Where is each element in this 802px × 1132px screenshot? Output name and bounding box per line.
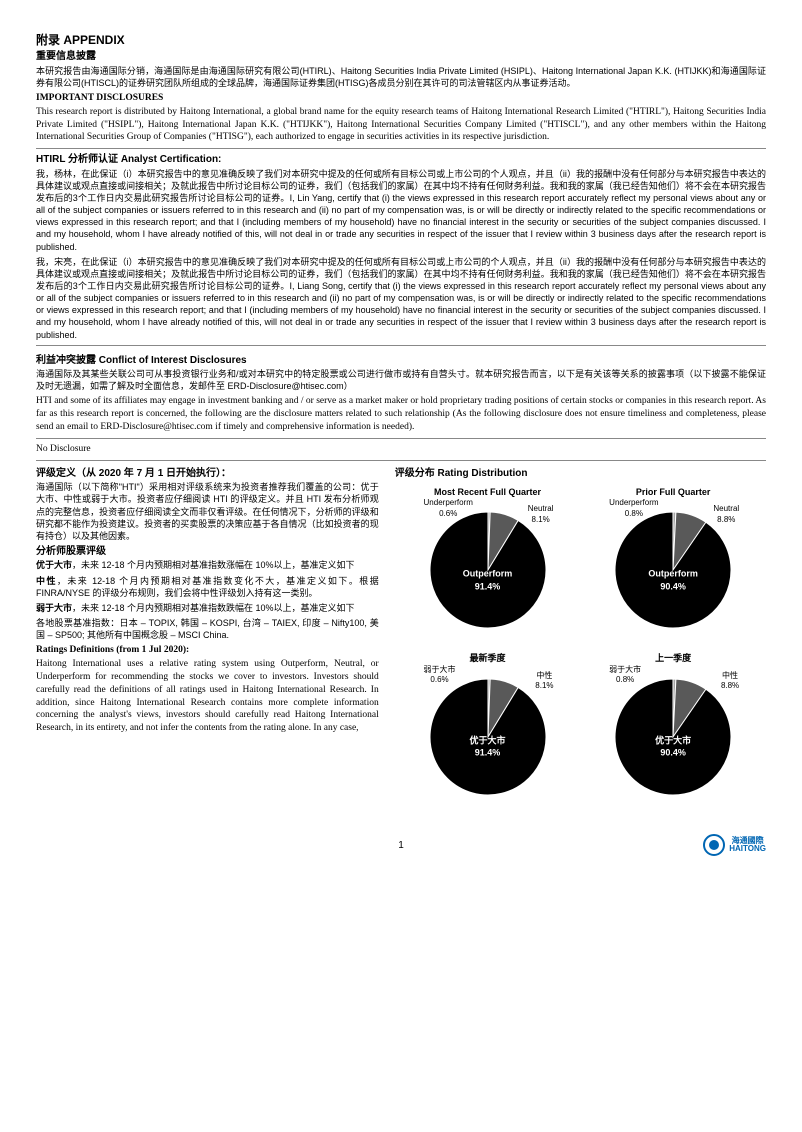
important-disclosures-title: IMPORTANT DISCLOSURES bbox=[36, 92, 766, 105]
benchmark-def: 各地股票基准指数：日本 – TOPIX, 韩国 – KOSPI, 台湾 – TA… bbox=[36, 617, 379, 641]
logo-icon bbox=[703, 834, 725, 856]
ratings-cn-title: 评级定义（从 2020 年 7 月 1 日开始执行）： bbox=[36, 467, 379, 481]
coi-en: HTI and some of its affiliates may engag… bbox=[36, 395, 766, 433]
footer: 1 海通國際HAITONG bbox=[36, 839, 766, 853]
cn-disclosure: 本研究报告由海通国际分销，海通国际是由海通国际研究有限公司(HTIRL)、Hai… bbox=[36, 65, 766, 89]
divider bbox=[36, 148, 766, 149]
divider bbox=[36, 460, 766, 461]
en-disclosure: This research report is distributed by H… bbox=[36, 106, 766, 144]
charts-container: Most Recent Full QuarterUnderperform0.6%… bbox=[395, 486, 766, 806]
page-number: 1 bbox=[398, 840, 404, 851]
ratings-en-para: Haitong International uses a relative ra… bbox=[36, 658, 379, 735]
stock-rating-title: 分析师股票评级 bbox=[36, 545, 379, 559]
ratings-cn-intro: 海通国际（以下简称"HTI"）采用相对评级系统来为投资者推荐我们覆盖的公司：优于… bbox=[36, 481, 379, 542]
logo-text: 海通國際HAITONG bbox=[729, 837, 766, 853]
cert-p2: 我，宋亮，在此保证（i）本研究报告中的意见准确反映了我们对本研究中提及的任何或所… bbox=[36, 256, 766, 341]
neutral-def: 中性，未来 12-18 个月内预期相对基准指数变化不大，基准定义如下。根据FIN… bbox=[36, 575, 379, 599]
disclosure-subtitle: 重要信息披露 bbox=[36, 50, 766, 64]
coi-title: 利益冲突披露 Conflict of Interest Disclosures bbox=[36, 354, 766, 368]
no-disclosure: No Disclosure bbox=[36, 443, 766, 456]
logo: 海通國際HAITONG bbox=[703, 834, 766, 856]
divider bbox=[36, 438, 766, 439]
coi-cn: 海通国际及其某些关联公司可从事投资银行业务和/或对本研究中的特定股票或公司进行做… bbox=[36, 368, 766, 392]
cert-title: HTIRL 分析师认证 Analyst Certification: bbox=[36, 153, 766, 167]
cert-p1: 我，杨林，在此保证（i）本研究报告中的意见准确反映了我们对本研究中提及的任何或所… bbox=[36, 168, 766, 253]
underperform-def: 弱于大市，未来 12-18 个月内预期相对基准指数跌幅在 10%以上，基准定义如… bbox=[36, 602, 379, 614]
dist-title: 评级分布 Rating Distribution bbox=[395, 467, 766, 481]
appendix-title: 附录 APPENDIX bbox=[36, 32, 766, 48]
ratings-en-title: Ratings Definitions (from 1 Jul 2020): bbox=[36, 644, 379, 657]
divider bbox=[36, 345, 766, 346]
outperform-def: 优于大市，未来 12-18 个月内预期相对基准指数涨幅在 10%以上，基准定义如… bbox=[36, 559, 379, 571]
